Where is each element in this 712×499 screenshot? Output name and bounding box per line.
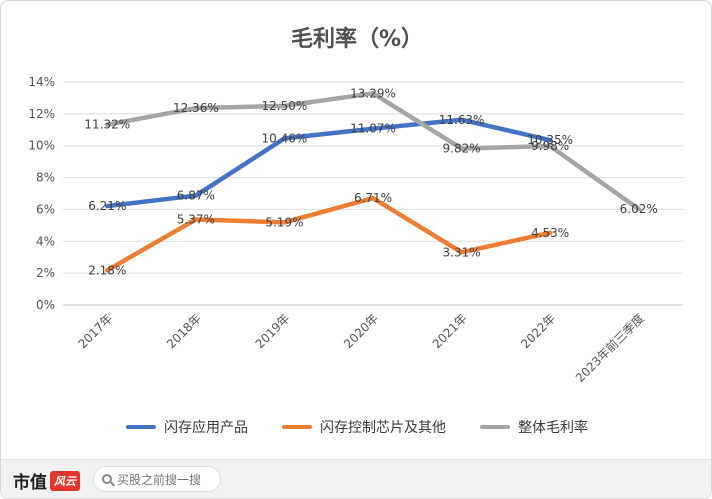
y-tick-label: 0% [36, 298, 55, 312]
legend-item-overall[interactable]: 整体毛利率 [480, 417, 588, 437]
x-tick-label: 2018年 [164, 311, 204, 351]
x-tick-label: 2023年前三季度 [572, 311, 647, 386]
data-label: 9.82% [443, 142, 481, 156]
data-label: 10.46% [262, 131, 308, 145]
data-label: 5.19% [265, 215, 303, 229]
data-label: 2.18% [88, 263, 126, 277]
series-line-0 [105, 117, 553, 209]
data-label: 13.29% [350, 86, 396, 100]
y-tick-label: 2% [36, 266, 55, 280]
y-tick-label: 8% [36, 171, 55, 185]
legend-label: 闪存应用产品 [164, 420, 248, 436]
data-label: 9.98% [531, 139, 569, 153]
search-placeholder: 买股之前搜一搜 [117, 472, 202, 487]
data-label: 6.87% [177, 189, 215, 203]
y-tick-label: 14% [28, 75, 55, 89]
chart-title: 毛利率（%） [290, 27, 424, 52]
brand-logo-mark: 风云 [50, 470, 80, 491]
legend-swatch [480, 425, 510, 429]
gridlines [63, 81, 683, 306]
legend-label: 闪存控制芯片及其他 [320, 420, 446, 436]
data-label: 11.07% [350, 122, 396, 136]
data-label: 6.02% [620, 202, 658, 216]
data-labels: 6.21% 6.87% 10.46% 11.07% 11.63% 10.35% 2.18% 5… [84, 86, 657, 277]
data-label: 10.35% [527, 133, 573, 147]
data-label: 6.21% [88, 199, 126, 213]
x-axis-ticks: 2017年 2018年 2019年 2020年 2021年 2022年 2023年前三季度 [75, 311, 646, 386]
y-axis-ticks: 0% 2% 4% 6% 8% 10% 12% 14% [28, 75, 55, 312]
legend-item-flash-app[interactable]: 闪存应用产品 [126, 417, 248, 437]
y-tick-label: 6% [36, 202, 55, 216]
brand-name: 市值 [13, 473, 47, 493]
y-tick-label: 10% [28, 139, 55, 153]
series-line-2 [105, 91, 641, 212]
data-label: 4.53% [531, 226, 569, 240]
legend-swatch [282, 425, 312, 429]
x-tick-label: 2017年 [75, 311, 115, 351]
x-tick-label: 2021年 [430, 311, 470, 351]
data-label: 3.31% [443, 245, 481, 259]
legend-swatch [126, 425, 156, 429]
data-label: 6.71% [354, 191, 392, 205]
y-tick-label: 4% [36, 234, 55, 248]
brand-logo[interactable]: 市值 风云 [13, 468, 80, 493]
legend: 闪存应用产品 闪存控制芯片及其他 整体毛利率 [1, 417, 711, 437]
legend-label: 整体毛利率 [518, 420, 588, 436]
legend-item-controller-chip[interactable]: 闪存控制芯片及其他 [282, 417, 446, 437]
data-label: 12.36% [173, 101, 219, 115]
footer-bar: 市值 风云 买股之前搜一搜 [1, 459, 711, 498]
data-label: 12.50% [262, 99, 308, 113]
search-icon [102, 474, 112, 484]
data-label: 5.37% [177, 212, 215, 226]
search-input[interactable]: 买股之前搜一搜 [93, 466, 221, 492]
series-lines [105, 91, 641, 273]
y-tick-label: 12% [28, 107, 55, 121]
series-line-1 [105, 195, 553, 273]
x-tick-label: 2022年 [518, 311, 558, 351]
x-tick-label: 2019年 [253, 311, 293, 351]
x-tick-label: 2020年 [341, 311, 381, 351]
data-label: 11.32% [84, 118, 130, 132]
data-label: 11.63% [439, 113, 485, 127]
